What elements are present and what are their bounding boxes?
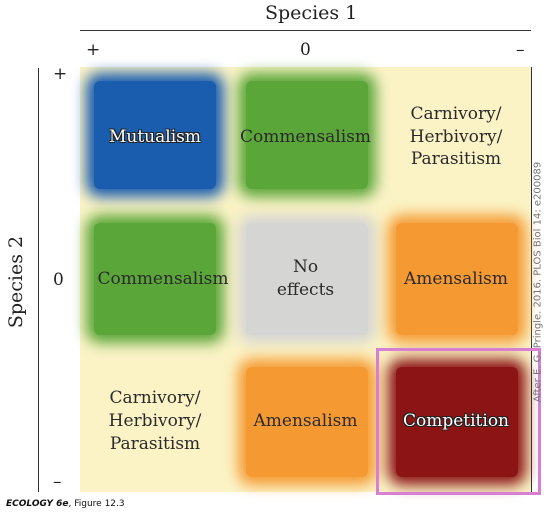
top-tick-plus: + (86, 40, 101, 60)
mutualism-label: Mutualism (109, 126, 201, 147)
left-tick-zero: 0 (53, 270, 64, 290)
competition-highlight-box (376, 348, 541, 495)
carnivory-top-label: Carnivory/ Herbivory/ Parasitism (409, 103, 503, 170)
top-axis-line (80, 30, 531, 31)
species-1-axis-title: Species 1 (265, 2, 358, 24)
carnivory-bottom-label: Carnivory/ Herbivory/ Parasitism (108, 388, 202, 454)
commensalism-top-label: Commensalism (239, 126, 372, 147)
competition-cell-bg (396, 367, 518, 477)
figure-caption: ECOLOGY 6e, Figure 12.3 (6, 499, 125, 509)
left-axis-line (38, 68, 39, 492)
mutualism-cell-bg (94, 81, 216, 189)
no-effects-label: No effects (276, 257, 335, 300)
no-effects-cell-bg (246, 223, 368, 335)
top-tick-zero: 0 (300, 40, 311, 60)
amensalism-bottom-label: Amensalism (253, 411, 358, 432)
top-tick-minus: – (516, 40, 525, 60)
interaction-matrix: Mutualism Commensalism Carnivory/ Herbiv… (80, 67, 532, 492)
amensalism-bottom-cell-bg (246, 367, 368, 477)
left-tick-minus: – (53, 472, 62, 492)
amensalism-right-label: Amensalism (404, 268, 508, 289)
left-tick-plus: + (53, 64, 68, 84)
commensalism-left-cell-bg (94, 223, 216, 335)
book-title: ECOLOGY 6e (6, 499, 69, 509)
figure-number: , Figure 12.3 (68, 499, 125, 509)
commensalism-left-label: Commensalism (97, 268, 229, 289)
amensalism-right-cell-bg (396, 223, 518, 335)
commensalism-top-cell-bg (246, 81, 368, 189)
competition-label: Competition (402, 411, 510, 432)
